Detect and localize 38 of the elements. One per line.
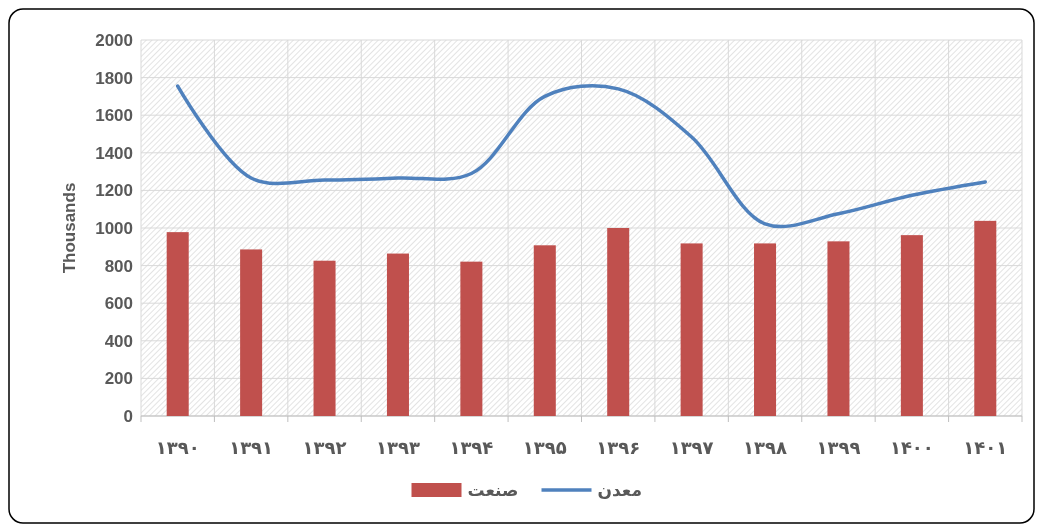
y-tick-label: 0 [123,406,133,426]
x-tick-label: ۱۳۹۳ [375,438,420,458]
bar [754,243,777,416]
bar [827,241,850,416]
x-tick-label: ۱۳۹۴ [449,438,494,458]
x-tick-label: ۱۳۹۷ [669,438,714,458]
bar [900,235,923,416]
bar [533,245,556,416]
x-tick-label: ۱۴۰۰ [889,438,934,458]
bar [607,228,630,416]
y-tick-label: 1600 [95,106,133,126]
bar [313,260,336,416]
y-tick-label: 800 [104,256,133,276]
x-tick-label: ۱۳۹۱ [229,438,274,458]
x-tick-label: ۱۳۹۰ [155,438,200,458]
bar [166,232,189,416]
x-tick-label: ۱۳۹۶ [596,438,641,458]
legend-label: صنعت [467,480,519,500]
x-tick-label: ۱۳۹۵ [522,438,567,458]
legend-label: معدن [597,480,642,500]
y-tick-label: 1800 [95,68,133,88]
bar [680,243,703,416]
x-tick-label: ۱۳۹۲ [302,438,347,458]
y-tick-label: 1000 [95,218,133,238]
y-tick-label: 1200 [95,181,133,201]
bar [386,253,409,416]
bar [974,220,997,416]
x-tick-label: ۱۳۹۸ [743,438,788,458]
y-tick-label: 2000 [95,30,133,50]
y-tick-label: 200 [104,369,133,389]
y-axis-title: Thousands [60,182,79,274]
x-tick-label: ۱۳۹۹ [816,438,861,458]
bar [240,249,263,416]
y-tick-label: 600 [104,294,133,314]
y-tick-label: 400 [104,331,133,351]
bar [460,261,483,416]
x-tick-label: ۱۴۰۱ [963,438,1008,458]
y-tick-label: 1400 [95,143,133,163]
